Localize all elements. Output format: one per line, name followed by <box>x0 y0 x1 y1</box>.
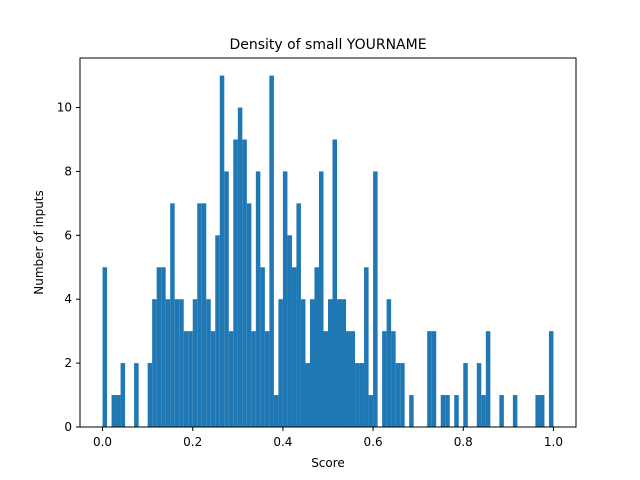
histogram-bar <box>332 139 338 427</box>
histogram-bar <box>355 363 360 427</box>
histogram-bar <box>512 395 518 427</box>
histogram-bar <box>152 299 157 427</box>
histogram-bars <box>102 75 554 428</box>
histogram-bar <box>548 331 554 427</box>
histogram-bar <box>174 299 180 427</box>
histogram-bar <box>346 331 351 427</box>
histogram-bar <box>269 75 274 427</box>
histogram-bar <box>233 139 238 427</box>
x-axis-label: Score <box>311 456 345 470</box>
histogram-bar <box>341 299 347 427</box>
histogram-bar <box>111 395 117 427</box>
histogram-bar <box>197 203 202 427</box>
histogram-bar <box>201 203 207 427</box>
y-tick-label: 0 <box>64 420 72 434</box>
chart-title: Density of small YOURNAME <box>229 37 426 53</box>
histogram-bar <box>147 363 153 427</box>
histogram-bar <box>318 171 324 427</box>
histogram-bar <box>120 363 126 427</box>
histogram-bar <box>156 267 162 427</box>
histogram-bar <box>476 363 482 427</box>
axes-frame <box>79 57 577 428</box>
histogram-bar <box>350 331 356 427</box>
histogram-bar <box>287 235 292 427</box>
x-tick-label: 0.0 <box>93 435 112 449</box>
histogram-bar <box>224 171 229 427</box>
histogram-bar <box>373 171 378 427</box>
histogram-bar <box>116 395 121 427</box>
histogram-bar <box>445 395 450 427</box>
histogram-bar <box>255 171 261 427</box>
histogram-bar <box>328 299 333 427</box>
histogram-bar <box>400 363 405 427</box>
y-axis-label: Number of inputs <box>32 190 46 295</box>
y-axis-ticks: 0 2 4 6 8 10 <box>57 101 80 434</box>
histogram-bar <box>323 331 328 427</box>
histogram-bar <box>485 331 491 427</box>
histogram-bar <box>314 267 319 427</box>
histogram-bar <box>409 395 414 427</box>
x-tick-label: 0.8 <box>454 435 473 449</box>
histogram-bar <box>246 203 252 427</box>
y-tick-label: 6 <box>64 228 72 242</box>
histogram-bar <box>219 75 225 427</box>
histogram-bar <box>300 299 306 427</box>
histogram-bar <box>395 363 401 427</box>
x-tick-label: 0.6 <box>364 435 383 449</box>
histogram-bar <box>291 267 297 427</box>
histogram-bar <box>481 395 486 427</box>
histogram-bar <box>278 299 283 427</box>
histogram-bar <box>463 363 468 427</box>
histogram-bar <box>165 299 171 427</box>
histogram-bar <box>382 331 387 427</box>
histogram-bar <box>188 331 193 427</box>
histogram-bar <box>386 299 392 427</box>
histogram-bar <box>228 331 234 427</box>
histogram-bar <box>454 395 459 427</box>
histogram-bar <box>337 299 342 427</box>
histogram-bar <box>170 203 175 427</box>
histogram-bar <box>134 363 139 427</box>
histogram-bar <box>364 267 369 427</box>
histogram-bar <box>242 139 247 427</box>
histogram-bar <box>499 395 504 427</box>
histogram-bar <box>539 395 545 427</box>
y-tick-label: 10 <box>57 101 72 115</box>
histogram-bar <box>102 267 108 427</box>
histogram-bar <box>431 331 437 427</box>
histogram-bar <box>309 299 315 427</box>
x-tick-label: 0.4 <box>273 435 292 449</box>
histogram-bar <box>179 299 184 427</box>
x-axis-ticks: 0.0 0.2 0.4 0.6 0.8 1.0 <box>93 427 563 449</box>
x-tick-label: 0.2 <box>183 435 202 449</box>
histogram-bar <box>264 331 270 427</box>
y-tick-label: 2 <box>64 356 72 370</box>
histogram-bar <box>192 299 198 427</box>
histogram-bar <box>183 331 189 427</box>
histogram-bar <box>440 395 446 427</box>
histogram-bar <box>282 171 288 427</box>
histogram-bar <box>391 331 396 427</box>
histogram-bar <box>296 203 301 427</box>
histogram-bar <box>368 395 374 427</box>
x-tick-label: 1.0 <box>544 435 563 449</box>
histogram-bar <box>161 267 166 427</box>
histogram-bar <box>359 363 365 427</box>
histogram-bar <box>215 235 220 427</box>
histogram-bar <box>251 331 256 427</box>
histogram-bar <box>427 331 432 427</box>
histogram-bar <box>535 395 540 427</box>
histogram-bar <box>260 267 265 427</box>
plot-area <box>79 57 577 428</box>
histogram-bar <box>237 107 243 428</box>
histogram-bar <box>305 363 310 427</box>
histogram-bar <box>273 395 279 427</box>
y-tick-label: 8 <box>64 164 72 178</box>
histogram-bar <box>210 331 216 427</box>
y-tick-label: 4 <box>64 292 72 306</box>
histogram-bar <box>206 299 211 427</box>
